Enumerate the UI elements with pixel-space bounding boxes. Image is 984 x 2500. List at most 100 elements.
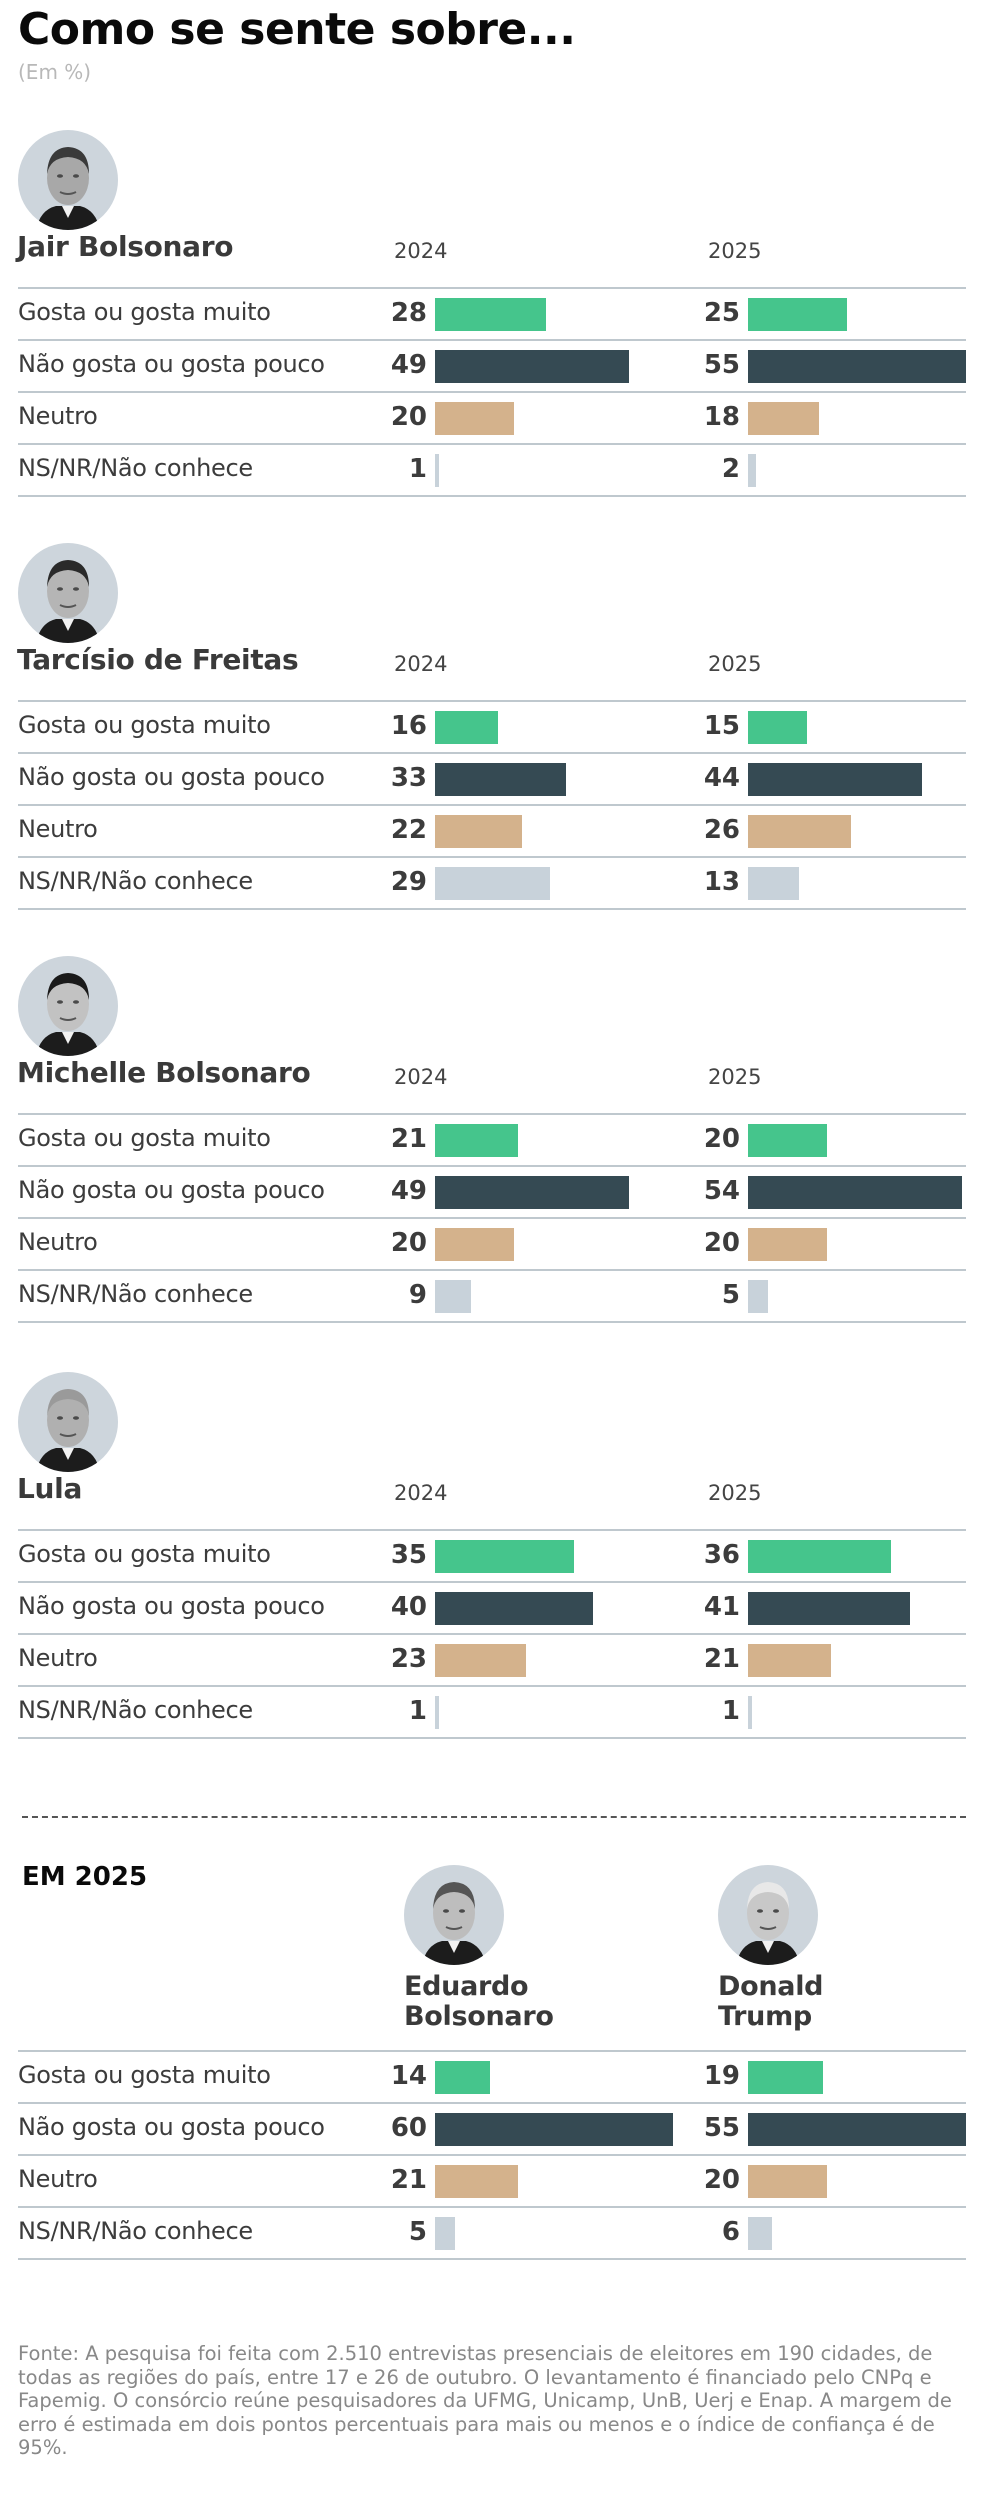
bar-gosta [435,2061,490,2094]
portrait-photo-icon [404,1865,504,1965]
category-label: NS/NR/Não conhece [18,867,253,895]
category-label: NS/NR/Não conhece [18,1280,253,1308]
portrait-photo-icon [18,543,118,643]
header-rule [18,700,966,702]
bar-nao-gosta [435,1176,629,1209]
bar-ns-nr [748,1696,752,1729]
table-row-gosta: Gosta ou gosta muito 16 15 [0,701,984,754]
value-label: 9 [408,1280,427,1310]
value-label: 21 [390,1124,427,1154]
value-label: 26 [703,815,740,845]
bar-ns-nr [748,454,756,487]
bar-nao-gosta [748,1176,962,1209]
person-name: Eduardo Bolsonaro [404,1972,554,2032]
bar-neutro [748,1644,831,1677]
table-row-nao-gosta: Não gosta ou gosta pouco 60 55 [0,2103,984,2156]
table-row-ns-nr: NS/NR/Não conhece 9 5 [0,1270,984,1323]
table-row-gosta: Gosta ou gosta muito 35 36 [0,1530,984,1583]
value-label: 23 [390,1644,427,1674]
value-label: 25 [703,298,740,328]
value-label: 21 [703,1644,740,1674]
person-name: Jair Bolsonaro [17,230,234,263]
table-row-ns-nr: NS/NR/Não conhece 5 6 [0,2207,984,2260]
bar-ns-nr [435,2217,455,2250]
table-row-nao-gosta: Não gosta ou gosta pouco 49 55 [0,340,984,393]
row-rule [18,804,966,806]
source-note: Fonte: A pesquisa foi feita com 2.510 en… [18,2342,952,2459]
row-rule [18,495,966,497]
category-label: Gosta ou gosta muito [18,1540,271,1568]
value-label: 1 [721,1696,740,1726]
person-name-line1: Eduardo [404,1971,529,2002]
table-row-neutro: Neutro 22 26 [0,805,984,858]
em2025-heading: EM 2025 [22,1862,148,1892]
category-label: NS/NR/Não conhece [18,2217,253,2245]
row-rule [18,1269,966,1271]
value-label: 29 [390,867,427,897]
table-row-gosta: Gosta ou gosta muito 28 25 [0,288,984,341]
bar-gosta [435,298,546,331]
value-label: 6 [721,2217,740,2247]
bar-neutro [435,402,514,435]
header-rule [18,1529,966,1531]
value-label: 55 [703,2113,740,2143]
value-label: 20 [390,1228,427,1258]
value-label: 36 [703,1540,740,1570]
bar-nao-gosta [748,350,966,383]
bar-ns-nr [435,454,439,487]
value-label: 5 [721,1280,740,1310]
year-2025-label: 2025 [708,652,762,676]
value-label: 60 [390,2113,427,2143]
row-rule [18,2154,966,2156]
table-row-neutro: Neutro 20 18 [0,392,984,445]
row-rule [18,1165,966,1167]
bar-neutro [435,1228,514,1261]
category-label: Não gosta ou gosta pouco [18,1176,325,1204]
category-label: Neutro [18,2165,98,2193]
value-label: 33 [390,763,427,793]
value-label: 19 [703,2061,740,2091]
portrait-photo-icon [36,1389,100,1472]
portrait-photo-icon [36,973,100,1056]
portrait-photo-icon [36,147,100,230]
value-label: 55 [703,350,740,380]
row-rule [18,443,966,445]
value-label: 35 [390,1540,427,1570]
row-rule [18,1321,966,1323]
table-row-nao-gosta: Não gosta ou gosta pouco 49 54 [0,1166,984,1219]
category-label: Neutro [18,1644,98,1672]
value-label: 20 [703,2165,740,2195]
units-subtitle: (Em %) [18,60,92,84]
value-label: 40 [390,1592,427,1622]
bar-gosta [748,298,847,331]
category-label: Gosta ou gosta muito [18,2061,271,2089]
bar-neutro [748,402,819,435]
table-row-ns-nr: NS/NR/Não conhece 29 13 [0,857,984,910]
bar-ns-nr [748,2217,772,2250]
bar-neutro [748,2165,827,2198]
year-2024-label: 2024 [394,239,448,263]
category-label: Neutro [18,815,98,843]
row-rule [18,2258,966,2260]
portrait-photo-icon [18,956,118,1056]
table-row-neutro: Neutro 20 20 [0,1218,984,1271]
value-label: 13 [703,867,740,897]
bar-gosta [748,711,807,744]
year-2025-label: 2025 [708,1065,762,1089]
category-label: Não gosta ou gosta pouco [18,2113,325,2141]
value-label: 20 [390,402,427,432]
bar-ns-nr [435,867,550,900]
row-rule [18,1581,966,1583]
value-label: 1 [408,1696,427,1726]
value-label: 41 [703,1592,740,1622]
value-label: 54 [703,1176,740,1206]
bar-nao-gosta [748,763,922,796]
person-name-line2: Bolsonaro [404,2001,554,2032]
table-row-nao-gosta: Não gosta ou gosta pouco 40 41 [0,1582,984,1635]
header-rule [18,1113,966,1115]
row-rule [18,1217,966,1219]
value-label: 14 [390,2061,427,2091]
year-2025-label: 2025 [708,239,762,263]
bar-neutro [435,2165,518,2198]
value-label: 5 [408,2217,427,2247]
